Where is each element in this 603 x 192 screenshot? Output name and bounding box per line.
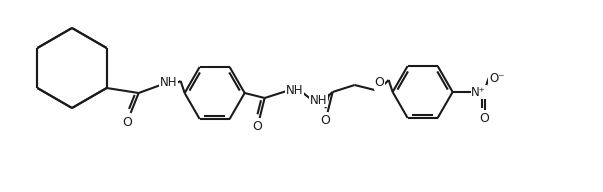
Text: O: O: [253, 121, 262, 133]
Text: O: O: [321, 114, 330, 127]
Text: NH: NH: [310, 94, 327, 107]
Text: N⁺: N⁺: [471, 85, 486, 98]
Text: O⁻: O⁻: [489, 71, 504, 84]
Text: O: O: [374, 76, 385, 89]
Text: NH: NH: [286, 84, 303, 97]
Text: NH: NH: [160, 76, 177, 89]
Text: O: O: [122, 116, 133, 128]
Text: O: O: [480, 112, 490, 124]
